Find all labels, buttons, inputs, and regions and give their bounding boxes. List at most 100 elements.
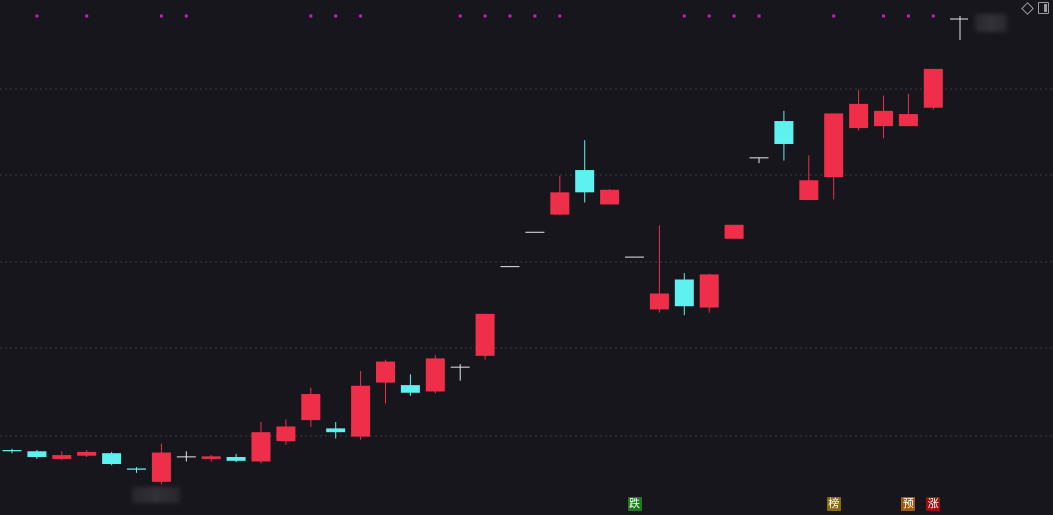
candle[interactable] xyxy=(799,155,819,200)
candle[interactable] xyxy=(600,189,620,205)
candle[interactable] xyxy=(724,224,744,239)
candle[interactable] xyxy=(500,266,520,268)
candle-body xyxy=(301,394,321,421)
candle-body xyxy=(400,385,420,393)
candle-body xyxy=(749,157,769,159)
candle[interactable] xyxy=(27,450,47,459)
candle[interactable] xyxy=(376,359,395,404)
candle[interactable] xyxy=(2,448,22,454)
candle[interactable] xyxy=(176,451,196,462)
candle-body xyxy=(724,224,744,239)
candle-body xyxy=(824,113,844,178)
candle[interactable] xyxy=(874,95,893,139)
candle-body xyxy=(550,192,570,215)
signal-dot xyxy=(558,14,562,18)
event-marker[interactable]: 涨 xyxy=(926,497,941,511)
candle[interactable] xyxy=(77,450,97,458)
candle-body xyxy=(176,456,196,458)
candle-body xyxy=(2,450,22,452)
top-signal-dots xyxy=(35,14,935,18)
candle[interactable] xyxy=(699,273,719,313)
candle-body xyxy=(251,432,271,462)
signal-dot xyxy=(483,14,487,18)
signal-dot xyxy=(682,14,686,18)
candle-body xyxy=(27,451,47,458)
candle[interactable] xyxy=(898,93,918,127)
candle-body xyxy=(376,361,395,383)
signal-dot xyxy=(35,14,39,18)
candle[interactable] xyxy=(923,68,943,110)
chart-grid xyxy=(0,88,1053,437)
candle-body xyxy=(649,293,669,310)
candle[interactable] xyxy=(774,110,794,161)
candle[interactable] xyxy=(525,231,545,233)
candle[interactable] xyxy=(674,273,694,316)
candle[interactable] xyxy=(226,453,246,463)
signal-dot xyxy=(159,14,163,18)
signal-dot xyxy=(757,14,761,18)
candle-body xyxy=(77,451,97,456)
candle[interactable] xyxy=(649,225,669,313)
candle[interactable] xyxy=(475,313,495,360)
signal-dot xyxy=(85,14,89,18)
candle-body xyxy=(151,452,171,482)
signal-dot xyxy=(832,14,836,18)
candle[interactable] xyxy=(52,451,72,461)
candle-body xyxy=(600,189,620,205)
candle-body xyxy=(425,358,445,392)
signal-dot xyxy=(707,14,711,18)
candle[interactable] xyxy=(276,419,296,445)
signal-dot xyxy=(309,14,313,18)
event-marker[interactable]: 跌 xyxy=(627,497,642,511)
candle[interactable] xyxy=(625,256,644,258)
candle-body xyxy=(799,180,819,200)
candle[interactable] xyxy=(201,455,221,462)
candle-body xyxy=(575,170,595,193)
candle-body xyxy=(201,456,221,459)
candle[interactable] xyxy=(425,355,445,394)
corner-controls xyxy=(1021,1,1049,15)
candle-body xyxy=(674,279,694,307)
candle[interactable] xyxy=(301,387,321,428)
signal-dot xyxy=(732,14,736,18)
price-label-blurred xyxy=(975,14,1007,32)
candle-body xyxy=(351,385,371,437)
candle-body xyxy=(699,274,719,308)
signal-dot xyxy=(184,14,188,18)
candle-body xyxy=(326,428,346,433)
signal-dot xyxy=(533,14,537,18)
candle-body xyxy=(923,68,943,108)
candle[interactable] xyxy=(550,175,570,216)
signal-dot xyxy=(508,14,512,18)
event-marker[interactable]: 榜 xyxy=(826,497,841,511)
candle-body xyxy=(500,266,520,268)
candle[interactable] xyxy=(824,113,844,200)
candle[interactable] xyxy=(326,422,346,439)
event-marker[interactable]: 预 xyxy=(901,497,916,511)
signal-dot xyxy=(931,14,935,18)
candle-body xyxy=(849,103,869,129)
candle[interactable] xyxy=(450,364,470,381)
candle[interactable] xyxy=(151,443,171,485)
candle[interactable] xyxy=(351,371,371,440)
candle-body xyxy=(874,110,893,127)
signal-dot xyxy=(906,14,910,18)
candle-body xyxy=(52,455,72,459)
candle[interactable] xyxy=(849,89,869,131)
candle[interactable] xyxy=(400,374,420,396)
candle[interactable] xyxy=(102,451,122,466)
crosshair-cursor-icon xyxy=(950,16,968,40)
candle[interactable] xyxy=(251,422,271,464)
signal-dot xyxy=(334,14,338,18)
candle[interactable] xyxy=(749,157,769,164)
candle-body xyxy=(475,313,495,356)
candle[interactable] xyxy=(127,467,146,473)
candle-body xyxy=(102,453,122,465)
panel-toggle-icon[interactable] xyxy=(1038,2,1049,14)
candle-body xyxy=(898,114,918,127)
candle-body xyxy=(276,426,296,442)
diamond-icon[interactable] xyxy=(1021,1,1034,15)
candle[interactable] xyxy=(575,140,595,203)
candle-body xyxy=(774,121,794,144)
